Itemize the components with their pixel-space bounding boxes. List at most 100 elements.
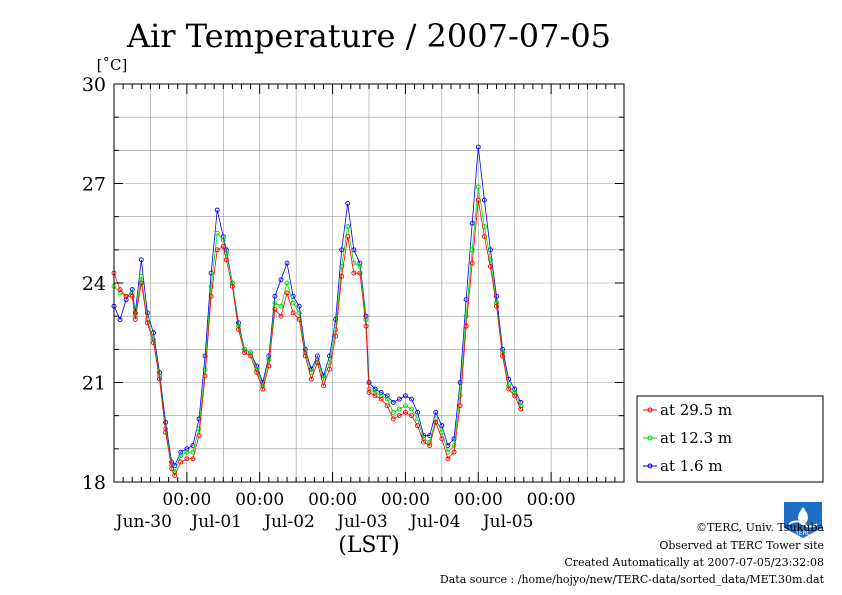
data-point [390, 399, 396, 405]
x-date-label: Jul-02 [262, 512, 315, 532]
data-point [220, 244, 226, 249]
y-tick-label: 27 [82, 174, 106, 196]
x-tick-label: 00:00 [235, 490, 284, 510]
data-point [220, 237, 226, 243]
x-date-label: Jul-05 [481, 512, 534, 532]
data-point [129, 293, 135, 299]
data-point [415, 423, 421, 429]
data-point [229, 283, 235, 289]
data-point [494, 293, 499, 299]
data-point [178, 449, 184, 455]
series-line [113, 186, 522, 474]
data-point [223, 250, 229, 256]
data-point [378, 393, 384, 399]
data-point [172, 472, 178, 478]
data-point [475, 184, 481, 190]
source-text: Data source : /home/hojyo/new/TERC-data/… [440, 573, 825, 586]
data-point [518, 406, 524, 412]
x-axis-label: (LST) [338, 533, 400, 558]
data-point [421, 436, 427, 442]
terc-logo: TERC [784, 502, 822, 538]
data-point [512, 386, 518, 392]
data-point [518, 403, 524, 409]
x-tick-label: 00:00 [308, 490, 357, 510]
data-point [339, 247, 345, 253]
data-point [172, 469, 178, 475]
data-point [327, 353, 332, 359]
data-point [138, 257, 144, 263]
data-point [339, 263, 345, 269]
data-point [390, 409, 396, 415]
data-point [487, 263, 493, 269]
data-point [363, 323, 369, 329]
data-point [169, 466, 175, 472]
data-point [208, 293, 214, 299]
data-point [123, 297, 129, 303]
series-line [113, 200, 522, 477]
data-point [157, 376, 162, 382]
y-axis: 18 21 24 27 30 [82, 74, 624, 494]
data-point [390, 416, 396, 422]
data-point [409, 406, 414, 412]
data-point [481, 197, 487, 203]
data-point [248, 350, 254, 356]
x-date-label: Jul-01 [189, 512, 242, 532]
data-point [363, 317, 369, 322]
data-point [196, 433, 202, 439]
data-point [144, 320, 150, 326]
data-point [396, 413, 402, 419]
data-point [242, 350, 247, 356]
data-point [208, 270, 214, 276]
data-point [518, 399, 524, 405]
data-point [202, 373, 208, 379]
data-point [214, 247, 220, 253]
data-point [469, 247, 475, 253]
data-point [290, 310, 296, 316]
data-point [138, 280, 144, 286]
data-point [327, 366, 332, 372]
data-point [132, 317, 138, 322]
data-point [321, 383, 326, 389]
data-point [475, 197, 481, 203]
data-point [333, 333, 339, 339]
data-point [366, 390, 372, 395]
data-point [402, 409, 408, 415]
series-at-12-3-m [111, 184, 524, 475]
data-point [296, 310, 302, 316]
data-point [266, 356, 272, 362]
data-point [254, 363, 260, 369]
data-point [117, 287, 123, 293]
data-point [196, 426, 202, 432]
data-point [439, 436, 445, 442]
data-point [351, 270, 357, 276]
data-point [500, 353, 506, 359]
data-point [223, 257, 229, 263]
data-point [190, 456, 196, 462]
data-point [421, 439, 427, 445]
data-point [260, 386, 266, 392]
data-point [384, 396, 390, 402]
logo-text: TERC [794, 530, 811, 537]
x-tick-label: 00:00 [454, 490, 503, 510]
data-point [345, 200, 351, 206]
y-tick-label: 24 [82, 273, 106, 295]
data-point [236, 326, 241, 332]
data-point [372, 393, 378, 399]
data-point [372, 390, 378, 395]
data-point [254, 366, 260, 372]
data-point [469, 220, 475, 226]
data-point [378, 396, 384, 402]
data-point [427, 443, 433, 448]
data-point [308, 376, 314, 382]
data-point [144, 310, 150, 316]
data-point [475, 144, 481, 150]
data-point [278, 303, 284, 309]
data-point [163, 419, 169, 425]
x-tick-label: 00:00 [381, 490, 430, 510]
series-at-29-5-m [111, 197, 524, 478]
data-point [506, 386, 512, 392]
x-date-label: Jul-03 [335, 512, 388, 532]
data-point [214, 207, 220, 213]
data-point [409, 396, 414, 402]
